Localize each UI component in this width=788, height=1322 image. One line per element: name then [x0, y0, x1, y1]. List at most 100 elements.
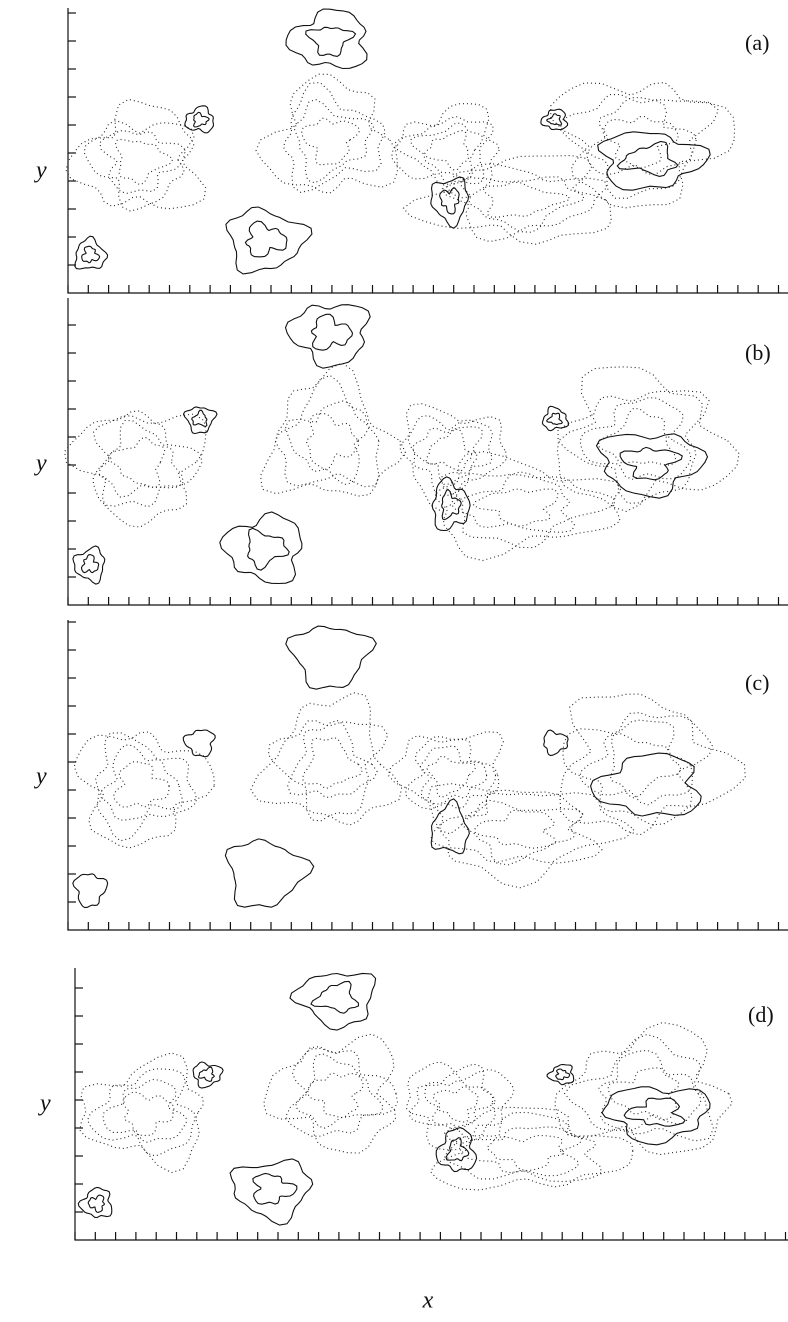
contour	[486, 1134, 565, 1172]
contour	[252, 1172, 298, 1205]
contour	[557, 390, 710, 504]
contour	[472, 488, 559, 527]
contour	[77, 1186, 113, 1219]
contour	[307, 1072, 364, 1119]
x-axis-label: x	[422, 1288, 434, 1314]
contour	[554, 1021, 733, 1156]
contour	[619, 446, 683, 481]
y-axis-label: y	[34, 451, 47, 477]
contour	[445, 1136, 470, 1162]
contour	[412, 426, 484, 485]
contour	[285, 1047, 399, 1137]
contour	[546, 412, 563, 426]
panel-label: (c)	[745, 670, 769, 695]
contour	[81, 245, 101, 264]
contour	[439, 471, 616, 549]
contour	[390, 103, 500, 199]
contour	[609, 733, 682, 799]
contour	[310, 313, 354, 351]
contour	[285, 625, 377, 690]
contour	[182, 729, 216, 758]
contour	[295, 1053, 384, 1129]
contour	[86, 1068, 196, 1157]
y-axis-label: y	[38, 1091, 51, 1117]
panel-label: (d)	[748, 1002, 774, 1027]
contour	[546, 1063, 575, 1086]
contour	[289, 972, 377, 1031]
contour	[72, 545, 106, 585]
contour	[616, 140, 679, 177]
panel-label: (a)	[745, 30, 769, 55]
contour	[590, 752, 702, 817]
y-axis-label: y	[34, 764, 47, 790]
contour	[255, 73, 398, 194]
contour	[419, 745, 488, 805]
contour	[219, 511, 303, 585]
contour	[579, 719, 693, 806]
contour	[92, 415, 203, 508]
contour	[224, 838, 315, 908]
contour	[250, 692, 403, 826]
y-axis-label: y	[34, 158, 47, 184]
contour	[74, 235, 109, 270]
contour	[424, 1080, 496, 1131]
contour	[83, 119, 195, 212]
contour	[424, 130, 470, 171]
contour	[541, 405, 570, 432]
contour	[98, 419, 185, 498]
contour	[602, 116, 680, 169]
contour	[72, 873, 109, 909]
contour	[387, 731, 504, 835]
contour	[285, 8, 368, 70]
contour	[287, 719, 378, 799]
contour	[597, 131, 711, 191]
contour	[540, 108, 569, 131]
contour	[441, 163, 608, 243]
contour	[247, 527, 290, 571]
contour	[425, 428, 473, 472]
contour	[301, 117, 361, 166]
contour	[555, 1068, 571, 1081]
contour	[451, 471, 576, 533]
contour	[310, 980, 360, 1014]
contour	[282, 81, 386, 193]
contour	[406, 1061, 515, 1151]
contour	[560, 93, 720, 199]
contour	[192, 1061, 224, 1089]
contour	[107, 436, 166, 489]
contour	[402, 154, 612, 245]
contour	[191, 409, 208, 427]
contour	[459, 176, 585, 233]
contour	[427, 783, 635, 889]
panel-label: (b)	[745, 340, 771, 365]
contour	[87, 1194, 105, 1213]
contour	[546, 113, 563, 126]
contour	[284, 400, 370, 486]
contour	[579, 397, 692, 480]
contour	[225, 206, 313, 275]
contour	[562, 712, 713, 826]
contour	[430, 176, 470, 229]
contour	[94, 732, 197, 842]
contour	[431, 476, 471, 532]
contour	[102, 1078, 187, 1143]
contour	[407, 415, 494, 497]
contour	[434, 451, 622, 562]
contour	[441, 488, 462, 521]
contour	[586, 97, 697, 176]
contour	[550, 81, 736, 209]
contour	[607, 1067, 680, 1121]
contour	[99, 744, 183, 821]
contour	[244, 220, 288, 258]
contour	[443, 1111, 602, 1183]
contour	[63, 410, 207, 528]
contour	[595, 433, 709, 499]
contour	[80, 554, 100, 574]
contour	[263, 1033, 397, 1154]
contour	[394, 116, 494, 186]
contour	[430, 798, 470, 855]
contour	[182, 406, 218, 435]
contour	[122, 1091, 175, 1137]
contour	[73, 731, 215, 849]
